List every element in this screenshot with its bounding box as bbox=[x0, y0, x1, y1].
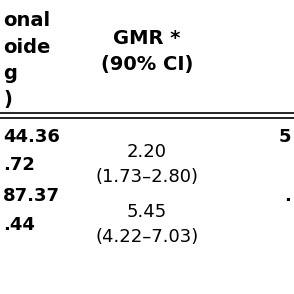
Text: 5.45
(4.22–7.03): 5.45 (4.22–7.03) bbox=[95, 203, 199, 246]
Text: (90% CI): (90% CI) bbox=[101, 55, 193, 74]
Text: .: . bbox=[284, 186, 291, 205]
Text: 44.36: 44.36 bbox=[3, 128, 60, 146]
Text: .44: .44 bbox=[3, 216, 35, 234]
Text: 2.20
(1.73–2.80): 2.20 (1.73–2.80) bbox=[96, 143, 198, 186]
Text: GMR *: GMR * bbox=[113, 29, 181, 48]
Text: g: g bbox=[3, 64, 17, 83]
Text: ): ) bbox=[3, 91, 12, 109]
Text: 87.37: 87.37 bbox=[3, 186, 60, 205]
Text: onal: onal bbox=[3, 11, 50, 30]
Text: oide: oide bbox=[3, 38, 50, 56]
Text: .72: .72 bbox=[3, 156, 35, 174]
Text: 5: 5 bbox=[278, 128, 291, 146]
